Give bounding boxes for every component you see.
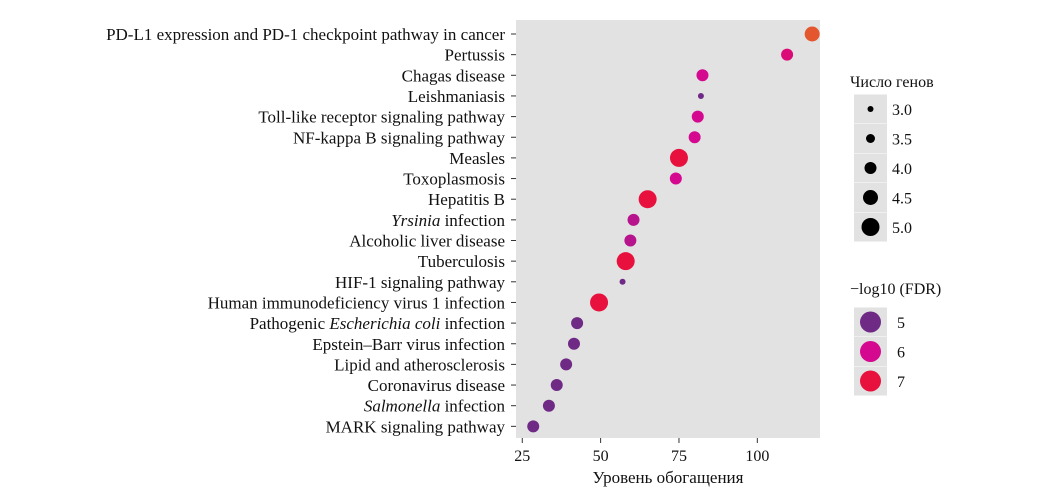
data-point xyxy=(527,420,540,433)
y-tick-label: MARK signaling pathway xyxy=(326,417,506,436)
y-tick-label: Epstein–Barr virus infection xyxy=(312,335,505,354)
data-point xyxy=(697,92,704,99)
y-tick-label: NF-kappa B signaling pathway xyxy=(293,128,505,147)
data-point xyxy=(560,358,573,371)
data-point xyxy=(567,337,580,350)
y-tick-label: Yrsinia infection xyxy=(391,211,505,230)
color-legend-title: −log10 (FDR) xyxy=(850,281,941,298)
x-axis: 25 50 75 100 xyxy=(514,438,769,465)
y-axis: PD-L1 expression and PD-1 checkpoint pat… xyxy=(106,25,516,436)
data-point xyxy=(624,234,637,247)
color-legend-dot xyxy=(860,311,881,333)
data-point xyxy=(550,379,563,392)
y-tick-label: Alcoholic liver disease xyxy=(349,232,505,251)
data-point xyxy=(571,317,584,330)
data-point xyxy=(669,148,688,167)
size-legend-label: 3.0 xyxy=(892,102,912,119)
color-legend-label: 5 xyxy=(897,315,905,332)
x-tick-label: 50 xyxy=(593,448,609,465)
y-tick-label: Hepatitis B xyxy=(428,190,505,209)
y-tick-label: HIF-1 signaling pathway xyxy=(335,273,505,292)
size-legend: Число генов 3.0 3.5 4.0 4.5 5.0 xyxy=(850,74,934,242)
size-legend-label: 5.0 xyxy=(892,220,912,237)
size-legend-label: 4.5 xyxy=(892,191,912,208)
y-tick-label: Toxoplasmosis xyxy=(403,170,505,189)
size-legend-title: Число генов xyxy=(850,74,934,91)
data-point xyxy=(804,26,820,42)
x-tick-label: 75 xyxy=(671,448,687,465)
color-legend-dot xyxy=(860,370,881,392)
x-axis-title: Уровень обогащения xyxy=(593,468,744,487)
plot-panel xyxy=(516,20,820,438)
y-tick-label: Toll-like receptor signaling pathway xyxy=(258,108,505,127)
size-legend-dot xyxy=(866,134,875,143)
size-legend-label: 4.0 xyxy=(892,161,912,178)
size-legend-dot xyxy=(863,190,878,205)
size-legend-dot xyxy=(864,162,877,174)
x-tick-label: 100 xyxy=(745,448,769,465)
data-point xyxy=(627,213,640,226)
data-point xyxy=(619,278,626,285)
data-point xyxy=(696,69,709,82)
data-points xyxy=(527,26,820,433)
data-point xyxy=(691,110,704,123)
y-tick-label: PD-L1 expression and PD-1 checkpoint pat… xyxy=(106,25,505,44)
data-point xyxy=(669,172,682,185)
size-legend-label: 3.5 xyxy=(892,132,912,149)
y-tick-label: Salmonella infection xyxy=(364,397,506,416)
y-tick-label: Human immunodeficiency virus 1 infection xyxy=(208,293,506,312)
y-tick-label: Pertussis xyxy=(445,46,505,65)
y-tick-label: Lipid and atherosclerosis xyxy=(334,355,505,374)
size-legend-dot xyxy=(861,218,880,236)
color-legend-label: 7 xyxy=(897,374,905,391)
size-legend-dot xyxy=(867,106,874,112)
y-tick-label: Measles xyxy=(449,149,505,168)
y-tick-label: Chagas disease xyxy=(402,66,505,85)
data-point xyxy=(781,48,794,61)
data-point xyxy=(638,190,657,209)
x-tick-label: 25 xyxy=(514,448,530,465)
y-tick-label: Coronavirus disease xyxy=(368,376,505,395)
data-point xyxy=(590,293,609,312)
y-tick-label: Leishmaniasis xyxy=(408,87,505,106)
data-point xyxy=(688,131,701,144)
y-tick-label: Tuberculosis xyxy=(418,252,505,271)
data-point xyxy=(616,252,635,271)
y-tick-label: Pathogenic Escherichia coli infection xyxy=(250,314,506,333)
data-point xyxy=(542,399,555,412)
color-legend-label: 6 xyxy=(897,345,905,362)
color-legend-dot xyxy=(860,341,881,362)
color-legend: −log10 (FDR) 5 6 7 xyxy=(850,281,941,396)
